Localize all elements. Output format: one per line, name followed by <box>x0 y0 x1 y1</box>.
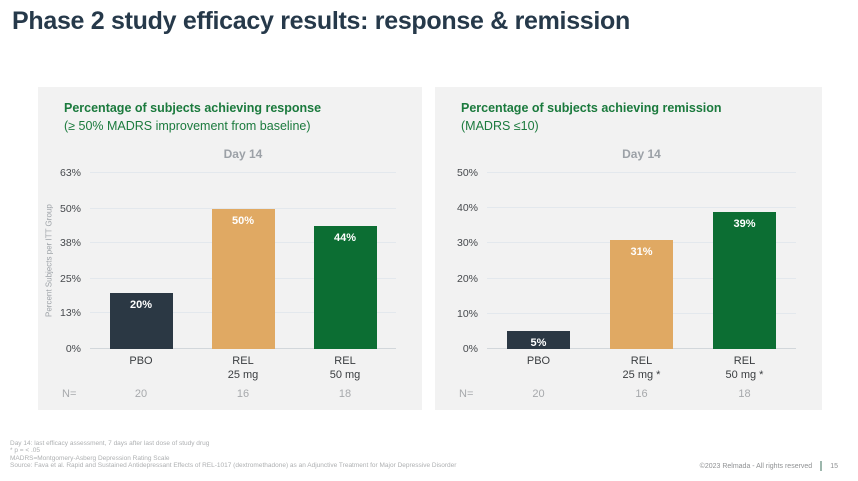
x-tick-label: REL 25 mg * <box>590 354 693 383</box>
n-value: 16 <box>635 388 648 400</box>
chart-title: Percentage of subjects achieving remissi… <box>461 101 722 115</box>
gridline <box>487 172 796 173</box>
bar-column: 39% <box>693 173 796 349</box>
n-row-values: 20 16 18 <box>487 388 796 400</box>
footer: ©2023 Relmada - All rights reserved 15 <box>700 461 838 471</box>
bar: 39% <box>713 211 776 349</box>
x-axis-labels: PBO REL 25 mg REL 50 mg <box>90 354 396 383</box>
chart-subtitle: (MADRS ≤10) <box>461 119 539 133</box>
bar: 50% <box>211 209 275 349</box>
footnote-line: Source: Fava et al. Rapid and Sustained … <box>10 462 457 470</box>
x-tick-line: 50 mg <box>329 369 361 382</box>
x-tick-line: 25 mg * <box>622 369 661 382</box>
x-tick-line: REL <box>733 355 756 367</box>
n-value: 18 <box>738 388 751 400</box>
n-row-label: N= <box>459 388 474 400</box>
x-tick-line: 25 mg <box>227 369 259 382</box>
footnote-line: MADRS=Montgomery-Asberg Depression Ratin… <box>10 454 170 462</box>
copyright-text: ©2023 Relmada - All rights reserved <box>699 462 813 470</box>
chart-title: Percentage of subjects achieving respons… <box>64 101 322 115</box>
gridline <box>90 208 396 210</box>
x-axis-labels: PBO REL 25 mg * REL 50 mg * <box>487 354 796 383</box>
response-bar-chart: Percent Subjects per ITT Group 0% 13% 25% 3… <box>45 167 396 355</box>
bar-value-label: 31% <box>630 245 653 258</box>
y-tick-label: 0% <box>65 343 81 355</box>
y-tick-label: 50% <box>456 167 478 179</box>
bar-value-label: 50% <box>231 215 255 228</box>
footnote-line: * p = < .05 <box>10 447 40 455</box>
bar: 44% <box>313 226 377 349</box>
x-tick-label: PBO <box>487 354 590 383</box>
bar-series: 5% 31% 39% <box>487 173 796 349</box>
bar-value-label: 39% <box>733 217 756 230</box>
bar-column: 5% <box>487 173 590 349</box>
x-tick-line: REL <box>232 355 254 367</box>
footnote-line: Day 14: last efficacy assessment, 7 days… <box>10 440 210 447</box>
remission-chart-panel: Percentage of subjects achieving remissi… <box>435 87 822 410</box>
chart-group-header: Day 14 <box>223 147 263 161</box>
bar-series: 20% 50% 44% <box>90 173 396 349</box>
y-tick-label: 40% <box>456 202 478 215</box>
x-tick-label: PBO <box>90 354 192 383</box>
response-chart-panel: Percentage of subjects achieving respons… <box>38 87 422 410</box>
y-axis-title: Percent Subjects per ITT Group <box>44 204 54 318</box>
bar: 31% <box>610 239 673 349</box>
y-tick-label: 13% <box>59 306 81 319</box>
bar-value-label: 20% <box>129 299 153 312</box>
charts-row: Percentage of subjects achieving respons… <box>38 87 822 410</box>
x-tick-line: REL <box>334 355 356 367</box>
page-number: 15 <box>830 462 838 470</box>
n-row-label: N= <box>62 388 77 400</box>
y-axis-title <box>440 173 452 349</box>
n-value: 16 <box>236 388 250 400</box>
n-row-values: 20 16 18 <box>90 388 396 400</box>
x-tick-label: REL 25 mg <box>192 354 294 383</box>
x-tick-line: PBO <box>129 355 153 367</box>
y-tick-label: 20% <box>456 272 478 285</box>
y-tick-label: 25% <box>59 273 81 286</box>
footer-divider <box>820 461 823 471</box>
y-tick-label: 10% <box>456 307 478 320</box>
bar-value-label: 44% <box>333 232 357 245</box>
bar: 5% <box>507 331 570 349</box>
n-value: 18 <box>338 388 352 400</box>
bar: 20% <box>109 293 173 349</box>
bar-column: 20% <box>90 173 192 349</box>
bar-value-label: 5% <box>530 337 547 350</box>
x-tick-label: REL 50 mg * <box>693 354 796 383</box>
page-title: Phase 2 study efficacy results: response… <box>12 7 630 35</box>
x-tick-line: REL <box>630 355 653 367</box>
y-tick-label: 0% <box>462 343 478 355</box>
x-tick-line: PBO <box>526 355 551 367</box>
bar-column: 44% <box>294 173 396 349</box>
gridline <box>90 172 396 173</box>
remission-bar-chart: 0% 10% 20% 30% 40% 50% 5% 31% 39% <box>457 167 796 355</box>
y-tick-label: 30% <box>456 237 478 250</box>
chart-group-header: Day 14 <box>622 147 661 161</box>
chart-subtitle: (≥ 50% MADRS improvement from baseline) <box>64 119 311 133</box>
y-tick-label: 38% <box>59 236 81 249</box>
footnotes: Day 14: last efficacy assessment, 7 days… <box>10 440 456 470</box>
gridline <box>487 207 796 209</box>
bar-column: 31% <box>590 173 693 349</box>
n-value: 20 <box>134 388 148 400</box>
n-value: 20 <box>532 388 545 400</box>
y-tick-label: 63% <box>59 167 81 179</box>
x-tick-line: 50 mg * <box>725 369 764 382</box>
bar-column: 50% <box>192 173 294 349</box>
x-tick-label: REL 50 mg <box>294 354 396 383</box>
y-tick-label: 50% <box>59 203 81 216</box>
